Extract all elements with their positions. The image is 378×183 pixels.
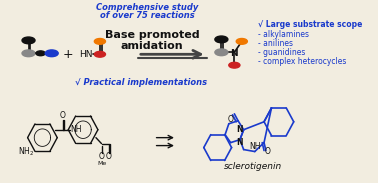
- Text: O: O: [106, 152, 112, 161]
- Text: NH$_2$: NH$_2$: [18, 145, 34, 158]
- Text: O: O: [228, 115, 234, 124]
- Text: Comprehensive study: Comprehensive study: [96, 3, 198, 12]
- Text: NH: NH: [249, 142, 260, 151]
- Text: - complex heterocycles: - complex heterocycles: [257, 57, 346, 66]
- Text: HN: HN: [79, 50, 93, 59]
- Circle shape: [22, 37, 35, 44]
- Text: NH: NH: [70, 125, 81, 134]
- Circle shape: [94, 51, 105, 57]
- Text: Base promoted: Base promoted: [105, 30, 199, 40]
- Text: sclerotigenin: sclerotigenin: [224, 162, 282, 171]
- Circle shape: [229, 62, 240, 68]
- Text: √ Practical implementations: √ Practical implementations: [75, 78, 207, 87]
- Circle shape: [45, 50, 58, 57]
- Text: +: +: [62, 48, 73, 61]
- Text: Me: Me: [97, 161, 106, 166]
- Circle shape: [215, 49, 228, 56]
- Circle shape: [236, 38, 247, 44]
- Text: O: O: [99, 152, 104, 161]
- Text: N: N: [237, 138, 243, 147]
- Text: N: N: [231, 49, 238, 58]
- Text: - alkylamines: - alkylamines: [257, 30, 308, 39]
- Circle shape: [36, 51, 45, 56]
- Circle shape: [215, 36, 228, 43]
- Text: O: O: [265, 147, 271, 156]
- Text: √ Large substrate scope: √ Large substrate scope: [257, 20, 362, 29]
- Text: of over 75 reactions: of over 75 reactions: [100, 11, 195, 20]
- Text: - guanidines: - guanidines: [257, 48, 305, 57]
- Circle shape: [94, 38, 105, 44]
- Circle shape: [22, 50, 35, 57]
- Text: amidation: amidation: [121, 41, 183, 51]
- Text: O: O: [60, 111, 66, 120]
- Text: N: N: [237, 125, 243, 134]
- Text: - anilines: - anilines: [257, 39, 293, 48]
